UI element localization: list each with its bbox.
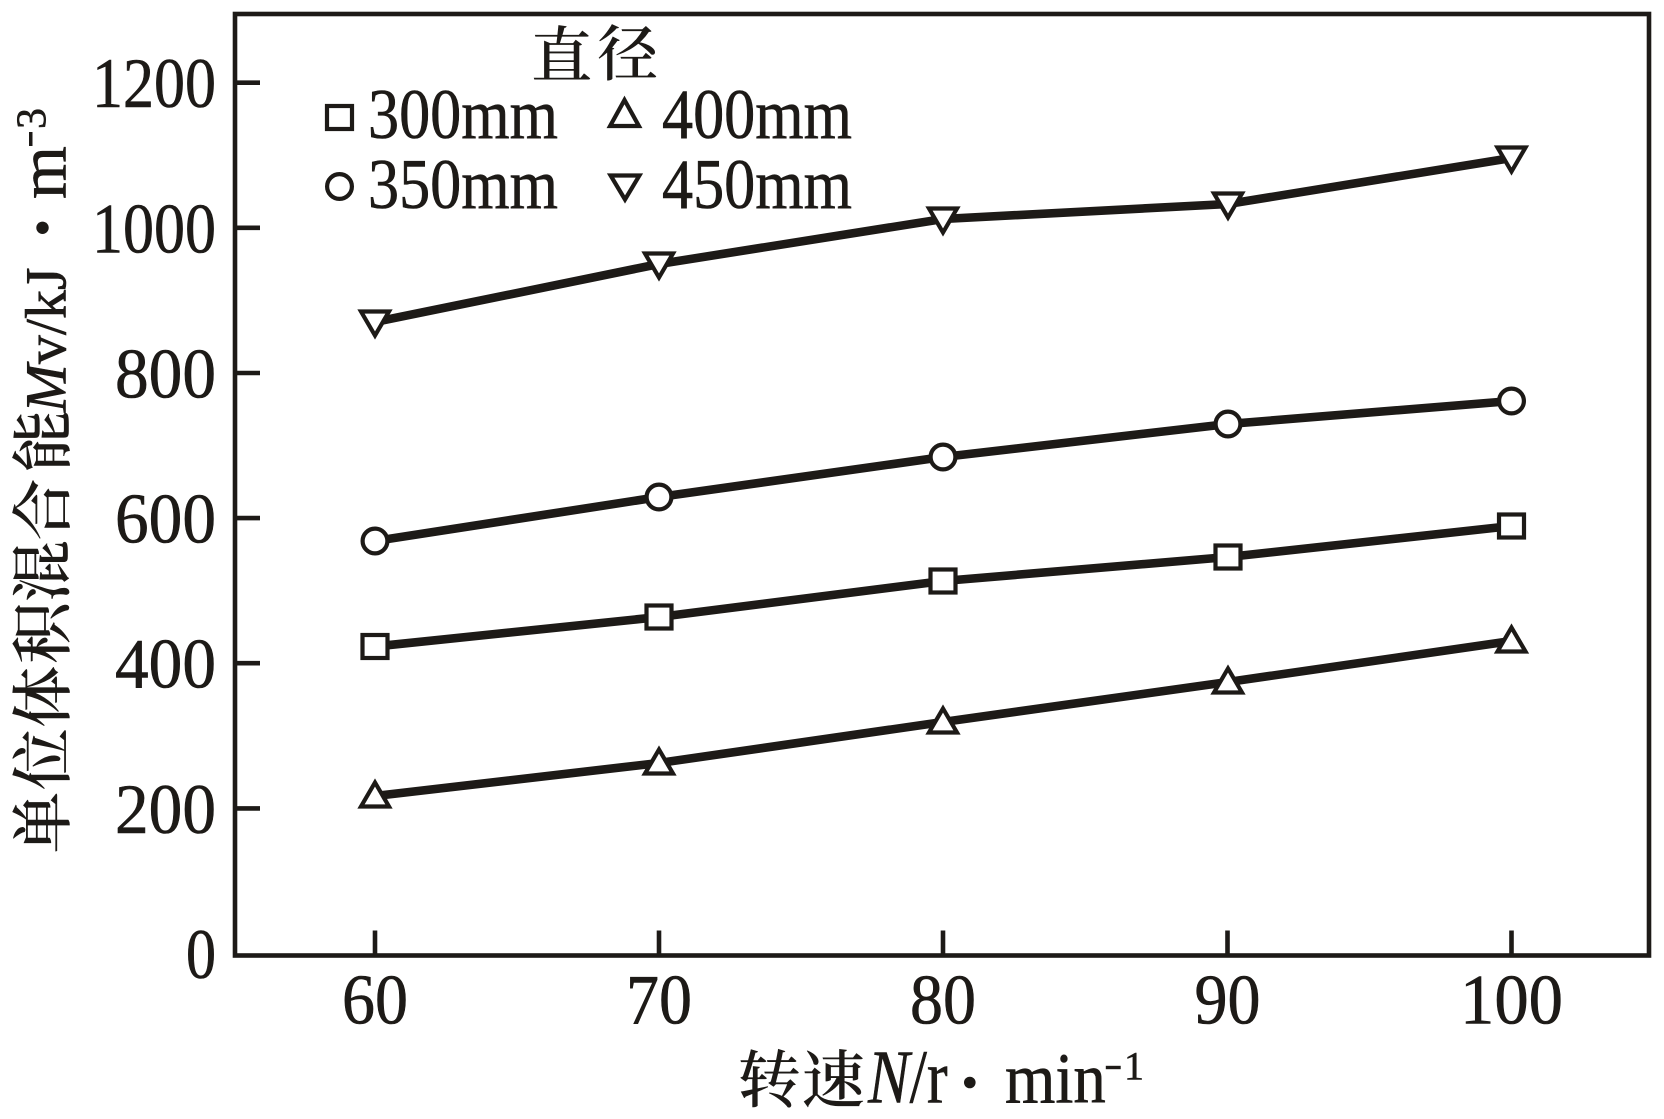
svg-text:1: 1: [1124, 1044, 1144, 1089]
svg-text:350mm: 350mm: [368, 146, 558, 224]
svg-text:300mm: 300mm: [368, 76, 558, 154]
svg-text:450mm: 450mm: [662, 146, 852, 224]
svg-text:1000: 1000: [92, 190, 216, 268]
svg-text:90: 90: [1195, 961, 1261, 1039]
svg-text:Mv/kJ: Mv/kJ: [14, 267, 79, 413]
svg-text:3: 3: [10, 108, 56, 129]
svg-text:0: 0: [186, 916, 216, 994]
svg-text:N/r: N/r: [867, 1036, 948, 1119]
svg-text:60: 60: [342, 961, 408, 1039]
svg-text:200: 200: [115, 771, 216, 849]
svg-text:70: 70: [626, 961, 692, 1039]
svg-text:400mm: 400mm: [662, 76, 852, 154]
svg-text:80: 80: [910, 961, 976, 1039]
svg-text:min: min: [1005, 1038, 1106, 1118]
svg-text:800: 800: [115, 336, 216, 414]
svg-text:m: m: [5, 146, 81, 199]
svg-text:1200: 1200: [92, 45, 216, 123]
svg-text:400: 400: [115, 626, 216, 704]
svg-text:600: 600: [115, 481, 216, 559]
svg-text:100: 100: [1460, 961, 1563, 1039]
